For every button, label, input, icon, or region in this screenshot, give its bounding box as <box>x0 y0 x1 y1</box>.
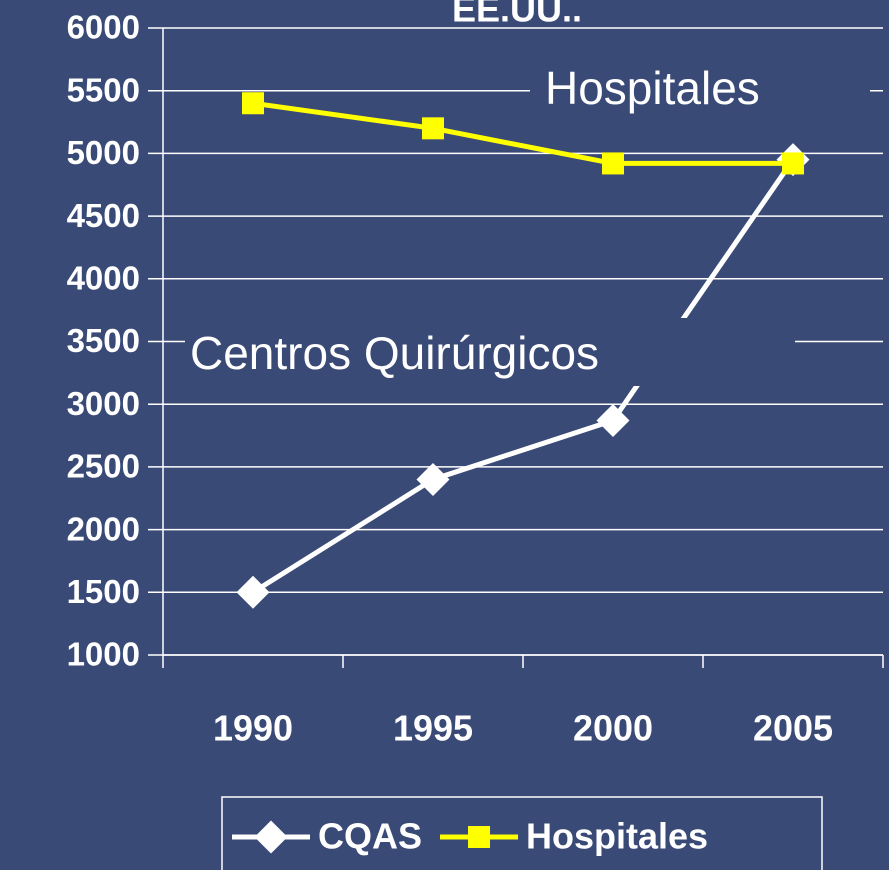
y-tick-label: 5500 <box>67 71 140 108</box>
legend-marker <box>254 820 288 854</box>
y-tick-label: 6000 <box>67 9 140 46</box>
annotation: Hospitales <box>545 62 760 114</box>
annotation-box <box>530 60 870 122</box>
y-tick-label: 2000 <box>67 510 140 547</box>
data-point <box>596 404 630 438</box>
y-tick-label: 1500 <box>67 573 140 610</box>
legend-box <box>221 796 823 870</box>
legend-label: CQAS <box>318 816 422 857</box>
y-tick-label: 3500 <box>67 322 140 359</box>
y-tick-label: 3000 <box>67 385 140 422</box>
x-tick-label: 2000 <box>573 708 653 749</box>
x-tick-label: 2005 <box>753 708 833 749</box>
y-tick-label: 1000 <box>67 636 140 673</box>
data-point <box>422 117 444 140</box>
data-point <box>602 152 624 175</box>
legend-marker <box>468 826 491 848</box>
y-tick-label: 4500 <box>67 197 140 234</box>
data-point <box>416 462 450 496</box>
annotation: Centros Quirúrgicos <box>190 327 599 379</box>
series-line <box>251 158 796 595</box>
x-tick-label: 1990 <box>213 708 293 749</box>
y-tick-label: 5000 <box>67 134 140 171</box>
series-line <box>252 100 793 166</box>
legend-label: Hospitales <box>526 816 708 857</box>
chart-title: EE.UU.. <box>452 0 582 30</box>
y-tick-label: 4000 <box>67 260 140 297</box>
annotation-box <box>185 318 795 386</box>
data-point <box>236 575 270 609</box>
x-tick-label: 1995 <box>393 708 473 749</box>
data-point <box>242 92 264 115</box>
data-point <box>782 152 804 175</box>
y-tick-label: 2500 <box>67 448 140 485</box>
legend: CQAS Hospitales <box>221 796 823 870</box>
